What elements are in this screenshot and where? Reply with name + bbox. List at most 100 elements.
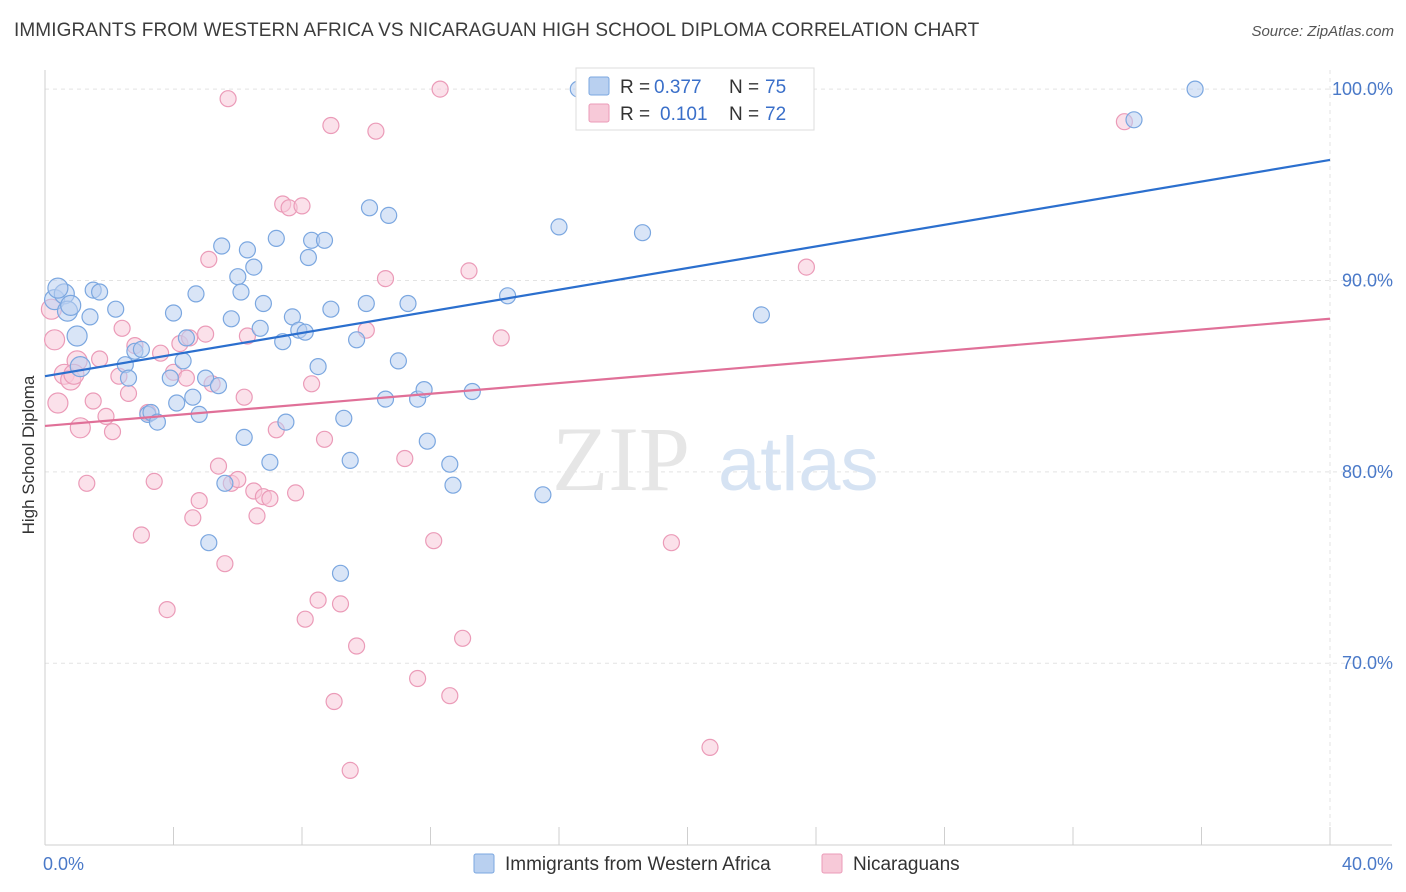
western-africa-point-64 (444, 476, 462, 494)
nicaraguans-point-19 (152, 344, 170, 362)
nicaraguans-point-40 (261, 490, 279, 508)
western-africa-point-8 (90, 283, 109, 301)
western-africa-point-39 (267, 229, 285, 247)
western-africa-point-71 (752, 306, 771, 324)
western-africa-point-27 (209, 377, 228, 395)
trend-line-1 (44, 317, 1331, 428)
nicaraguans-point-53 (341, 761, 359, 780)
western-africa-point-48 (315, 231, 334, 249)
nicaraguans-point-27 (197, 325, 215, 343)
legend-n-value-pink: 72 (765, 104, 786, 125)
western-africa-point-47 (309, 358, 327, 376)
nicaraguans-point-6 (69, 417, 91, 439)
x-tick-label-0: 0.0% (43, 854, 84, 874)
western-africa-point-11 (119, 369, 138, 387)
western-africa-point-45 (299, 248, 317, 267)
western-africa-point-25 (197, 369, 215, 387)
legend-swatch-blue (588, 76, 610, 96)
nicaraguans-point-67 (701, 738, 719, 757)
western-africa-point-3 (60, 294, 82, 316)
nicaraguans-point-63 (454, 629, 472, 647)
nicaraguans-point-36 (238, 327, 256, 345)
legend-swatch-western-africa (473, 853, 495, 874)
western-africa-point-36 (251, 319, 269, 337)
western-africa-point-29 (216, 474, 234, 492)
series-legend: Immigrants from Western Africa Nicaragua… (473, 853, 960, 875)
western-africa-point-34 (238, 241, 256, 259)
nicaraguans-point-56 (367, 122, 385, 140)
western-africa-point-58 (389, 352, 407, 370)
legend-swatch-nicaraguans (821, 853, 843, 874)
western-africa-point-70 (633, 224, 652, 242)
nicaraguans-point-30 (209, 457, 228, 475)
nicaraguans-point-66 (662, 534, 681, 552)
western-africa-point-41 (277, 413, 295, 431)
nicaraguans-point-62 (441, 687, 459, 705)
nicaraguans-point-23 (177, 369, 195, 387)
western-africa-point-4 (66, 325, 88, 347)
nicaraguans-point-2 (47, 392, 69, 414)
western-africa-point-9 (107, 300, 125, 318)
nicaraguans-point-11 (103, 423, 122, 441)
nicaraguans-point-18 (145, 472, 163, 490)
nicaraguans-point-35 (235, 388, 253, 406)
trend-lines (44, 158, 1331, 428)
western-africa-point-55 (360, 199, 379, 217)
legend-r-label-pink: R = (620, 104, 650, 125)
nicaraguans-point-52 (331, 595, 350, 613)
nicaraguans-point-69 (797, 258, 816, 276)
nicaraguans-point-32 (219, 90, 237, 108)
nicaraguans-point-47 (303, 375, 321, 393)
legend-n-label-pink: N = (729, 104, 759, 125)
chart-source: Source: ZipAtlas.com (1251, 23, 1394, 40)
western-africa-point-74 (47, 277, 69, 299)
western-africa-point-49 (322, 300, 340, 318)
western-africa-point-63 (441, 455, 459, 473)
western-africa-point-72 (1125, 111, 1143, 129)
western-africa-point-30 (222, 310, 240, 328)
watermark-atlas: atlas (718, 422, 879, 507)
nicaraguans-point-50 (322, 116, 340, 135)
western-africa-point-16 (148, 413, 166, 431)
western-africa-point-37 (254, 294, 272, 313)
series-nicaraguans-points (40, 80, 1134, 780)
western-africa-point-54 (357, 294, 375, 313)
y-tick-label-0: 100.0% (1332, 79, 1393, 99)
nicaraguans-point-9 (90, 350, 109, 368)
western-africa-point-68 (550, 218, 568, 236)
nicaraguans-point-13 (113, 319, 131, 337)
western-africa-point-32 (232, 283, 250, 301)
chart-title: IMMIGRANTS FROM WESTERN AFRICA VS NICARA… (14, 20, 980, 41)
western-africa-point-21 (177, 329, 195, 347)
legend-r-label-blue: R = (620, 77, 650, 98)
nicaraguans-point-59 (409, 669, 427, 688)
tick-labels: 100.0% 90.0% 80.0% 70.0% 0.0% 40.0% (43, 79, 1393, 874)
y-tick-label-2: 80.0% (1342, 462, 1393, 482)
nicaraguans-point-16 (132, 526, 150, 544)
legend-r-value-pink: 0.101 (660, 104, 708, 125)
western-africa-point-52 (341, 451, 359, 469)
legend-box (575, 67, 815, 131)
western-africa-point-51 (335, 409, 353, 427)
nicaraguans-point-65 (492, 329, 510, 347)
nicaraguans-point-60 (425, 532, 443, 550)
nicaraguans-point-48 (309, 591, 327, 609)
western-africa-point-5 (69, 356, 91, 378)
nicaraguans-point-31 (216, 555, 234, 573)
nicaraguans-point-51 (325, 692, 343, 711)
western-africa-point-50 (331, 564, 350, 582)
nicaraguans-point-1 (43, 329, 66, 351)
nicaraguans-point-45 (293, 197, 311, 215)
western-africa-point-66 (499, 287, 517, 305)
nicaraguans-point-28 (200, 250, 218, 268)
western-africa-point-67 (534, 486, 552, 504)
western-africa-point-62 (418, 432, 436, 450)
western-africa-point-28 (213, 237, 231, 255)
nicaraguans-point-58 (396, 449, 414, 468)
y-tick-label-3: 70.0% (1342, 653, 1393, 673)
legend-label-western-africa: Immigrants from Western Africa (505, 854, 771, 875)
western-africa-point-57 (380, 206, 398, 224)
western-africa-point-38 (261, 453, 279, 471)
axes (44, 70, 1392, 846)
correlation-legend: R = 0.377 N = 75 R = 0.101 N = 72 (575, 67, 815, 131)
